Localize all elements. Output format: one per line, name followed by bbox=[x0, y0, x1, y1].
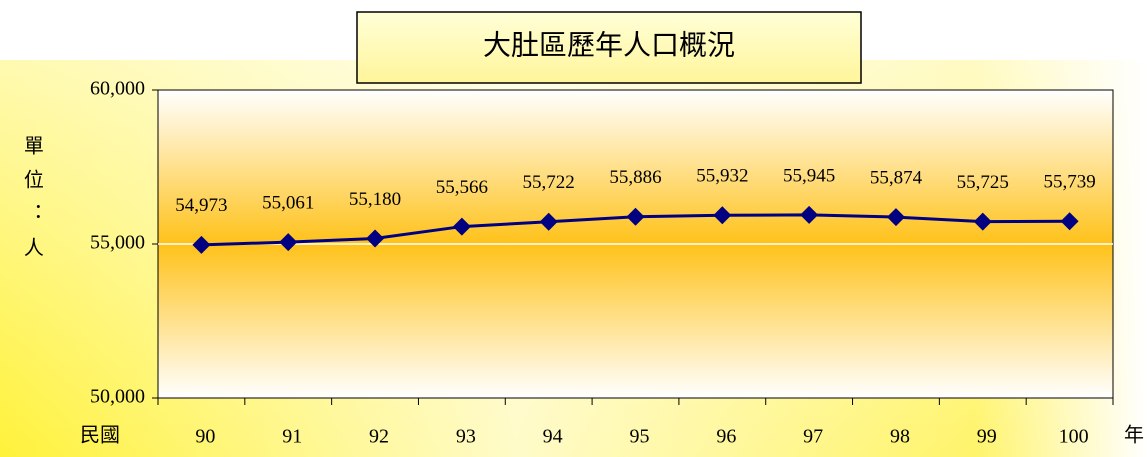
x-tick-label: 98 bbox=[890, 426, 910, 448]
marker bbox=[626, 207, 645, 226]
data-label: 55,932 bbox=[696, 166, 748, 187]
y-tick-label: 50,000 bbox=[90, 386, 145, 408]
y-axis-label: 單位：人 bbox=[20, 135, 43, 271]
marker bbox=[539, 212, 558, 231]
marker bbox=[886, 208, 905, 227]
data-label: 54,973 bbox=[175, 195, 227, 216]
x-tick-label: 100 bbox=[1059, 426, 1089, 448]
x-tick-label: 96 bbox=[716, 426, 736, 448]
data-label: 55,874 bbox=[870, 167, 923, 188]
x-axis-unit: 年 bbox=[1124, 424, 1144, 447]
marker bbox=[1060, 212, 1079, 231]
data-label: 55,945 bbox=[783, 165, 835, 186]
data-label: 55,886 bbox=[609, 167, 661, 188]
marker bbox=[973, 212, 992, 231]
x-axis-label: 民國 bbox=[80, 425, 120, 447]
data-label: 55,722 bbox=[523, 172, 575, 193]
title-box bbox=[356, 11, 862, 84]
marker bbox=[192, 235, 211, 254]
data-label: 55,180 bbox=[349, 189, 401, 210]
marker bbox=[452, 217, 471, 236]
data-label: 55,061 bbox=[262, 192, 314, 213]
y-tick-label: 55,000 bbox=[90, 232, 145, 254]
x-tick-label: 92 bbox=[369, 426, 389, 448]
data-label: 55,566 bbox=[436, 177, 488, 198]
data-label: 55,739 bbox=[1043, 172, 1095, 193]
x-tick-label: 99 bbox=[977, 426, 997, 448]
chart-title: 大肚區歷年人口概況 bbox=[483, 29, 735, 61]
marker bbox=[366, 229, 385, 248]
data-label: 55,725 bbox=[957, 172, 1009, 193]
x-tick-label: 90 bbox=[195, 426, 215, 448]
marker bbox=[800, 205, 819, 224]
y-tick-label: 60,000 bbox=[90, 78, 145, 100]
x-tick-label: 94 bbox=[543, 426, 563, 448]
x-tick-label: 91 bbox=[282, 426, 302, 448]
x-tick-label: 93 bbox=[456, 426, 476, 448]
marker bbox=[279, 233, 298, 252]
x-tick-label: 95 bbox=[630, 426, 650, 448]
x-tick-label: 97 bbox=[803, 426, 823, 448]
marker bbox=[713, 206, 732, 225]
